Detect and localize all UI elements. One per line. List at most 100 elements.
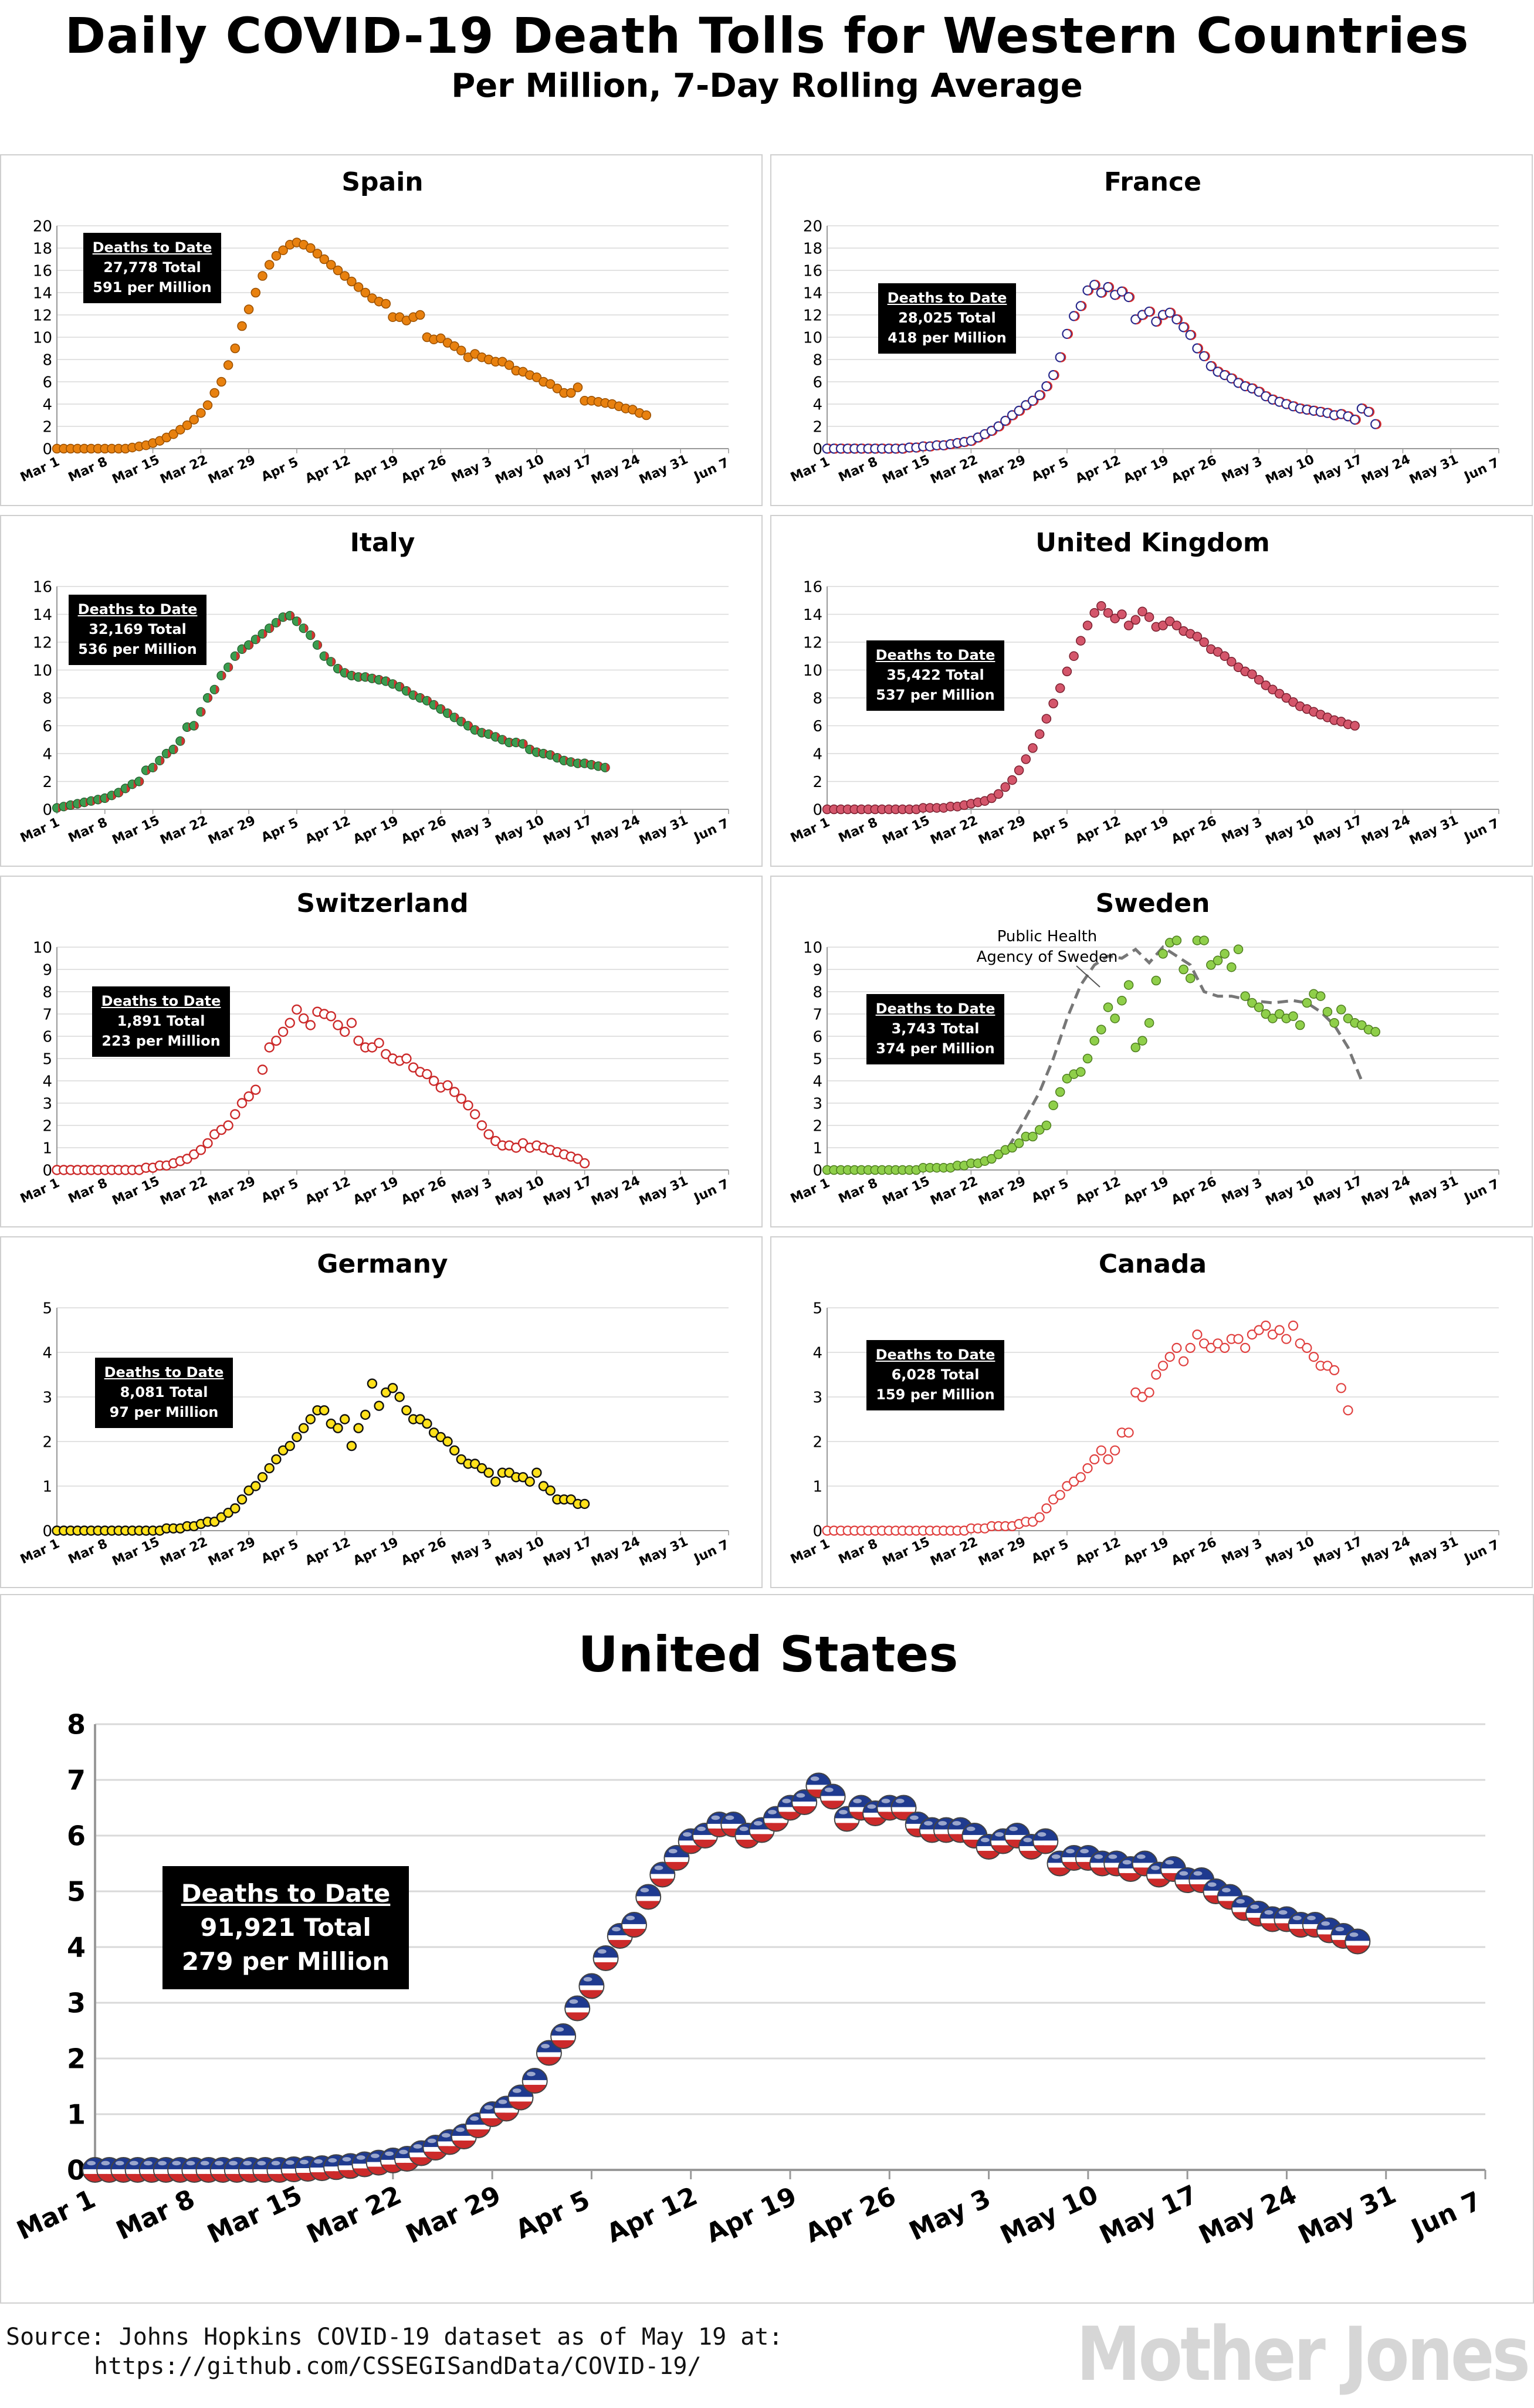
data-point — [573, 382, 583, 392]
y-tick-label: 3 — [67, 1988, 86, 2019]
data-point — [1103, 1002, 1113, 1012]
y-tick-label: 5 — [812, 1050, 822, 1068]
data-point — [1014, 1138, 1024, 1148]
data-point — [1302, 998, 1312, 1008]
data-point — [1089, 1454, 1100, 1464]
source-line-2[interactable]: https://github.com/CSSEGISandData/COVID-… — [94, 2353, 702, 2380]
x-tick-label: May 3 — [1220, 1175, 1265, 1207]
x-tick-label: Jun 7 — [1406, 2186, 1486, 2244]
data-point — [1227, 657, 1237, 667]
data-point — [1295, 1020, 1305, 1030]
data-point — [1349, 415, 1361, 425]
x-tick-label: May 24 — [589, 1534, 642, 1569]
data-point — [1185, 330, 1197, 340]
data-point — [1370, 419, 1381, 429]
data-point — [1048, 1494, 1059, 1505]
annotation-pointer — [1076, 965, 1100, 988]
x-tick-label: May 17 — [541, 813, 594, 848]
y-tick-label: 18 — [33, 240, 52, 257]
y-tick-label: 0 — [812, 440, 822, 458]
x-tick-label: Mar 1 — [788, 1537, 832, 1567]
data-point — [579, 1498, 590, 1510]
data-point — [1233, 1334, 1244, 1344]
data-point — [1082, 620, 1093, 630]
data-point — [195, 1145, 206, 1155]
y-tick-label: 7 — [42, 1006, 52, 1023]
y-tick-label: 10 — [33, 939, 52, 957]
data-point — [1117, 995, 1127, 1006]
data-point — [306, 243, 316, 253]
data-point — [1185, 973, 1196, 983]
x-tick-label: May 3 — [1220, 454, 1265, 486]
data-point — [1206, 960, 1216, 970]
data-point — [216, 377, 226, 387]
data-point — [236, 1098, 248, 1108]
x-tick-label: Apr 26 — [399, 813, 449, 847]
data-point — [1137, 1392, 1148, 1402]
data-point — [1123, 292, 1135, 303]
data-point — [1247, 1330, 1258, 1340]
data-point — [456, 1093, 466, 1104]
y-tick-label: 6 — [42, 1028, 52, 1046]
y-tick-label: 8 — [812, 690, 822, 707]
data-point — [1028, 1131, 1038, 1142]
data-point — [1089, 1036, 1099, 1046]
data-point — [449, 1087, 460, 1097]
y-tick-label: 5 — [812, 1300, 822, 1317]
y-tick-label: 5 — [42, 1300, 52, 1317]
data-point — [449, 341, 459, 351]
x-tick-label: Mar 8 — [837, 815, 881, 846]
x-tick-label: May 10 — [1264, 1174, 1317, 1209]
data-point — [168, 744, 178, 754]
data-point — [1281, 1334, 1292, 1344]
deaths-to-date-box: Deaths to Date 6,028 Total 159 per Million — [866, 1340, 1004, 1410]
x-tick-label: May 17 — [1311, 452, 1364, 487]
y-tick-label: 8 — [67, 1709, 86, 1741]
data-point — [374, 1400, 384, 1411]
x-tick-label: Apr 26 — [399, 1174, 449, 1208]
data-point — [820, 1783, 846, 1810]
y-tick-label: 6 — [42, 718, 52, 735]
deaths-to-date-heading: Deaths to Date — [101, 993, 221, 1009]
data-point — [422, 1418, 432, 1429]
data-point — [1329, 1365, 1340, 1375]
y-tick-label: 1 — [67, 2099, 86, 2131]
data-point — [306, 630, 316, 640]
x-tick-label: May 31 — [637, 452, 690, 487]
x-tick-label: Apr 5 — [259, 455, 301, 485]
data-point — [1164, 307, 1176, 318]
data-point — [1028, 743, 1038, 753]
x-tick-label: Apr 12 — [303, 453, 353, 486]
data-point — [1096, 1445, 1106, 1456]
x-tick-label: May 24 — [589, 452, 642, 487]
data-point — [1021, 754, 1031, 764]
data-point — [442, 1436, 453, 1447]
x-tick-label: Apr 12 — [303, 1535, 353, 1568]
data-point — [299, 623, 309, 633]
data-point — [1055, 683, 1065, 693]
data-point — [1041, 714, 1052, 724]
data-point — [1034, 1512, 1045, 1522]
data-point — [258, 271, 267, 281]
data-point — [265, 623, 275, 633]
deaths-to-date-box: Deaths to Date 27,778 Total 591 per Millio… — [83, 233, 221, 303]
x-tick-label: May 3 — [1220, 1536, 1265, 1568]
data-point — [1137, 1036, 1147, 1046]
y-tick-label: 2 — [42, 774, 52, 791]
main-title: Daily COVID-19 Death Tolls for Western C… — [65, 7, 1469, 65]
data-point — [849, 443, 861, 454]
data-point — [1220, 1342, 1230, 1353]
y-tick-label: 4 — [812, 396, 822, 413]
data-point — [394, 1392, 405, 1402]
x-tick-label: Mar 22 — [158, 1174, 209, 1209]
x-tick-label: Apr 5 — [1030, 1176, 1071, 1206]
y-tick-label: 4 — [812, 1073, 822, 1090]
panel-canada: Canada 0 1 2 3 4 5 Mar 1 Mar 8 Mar 15 Mar 22 Mar 29… — [770, 1236, 1533, 1588]
data-point — [1336, 1383, 1346, 1393]
data-point — [649, 1861, 676, 1888]
data-point — [1247, 669, 1257, 679]
data-point — [209, 684, 219, 694]
x-tick-label: Apr 26 — [1169, 453, 1219, 486]
x-tick-label: Apr 19 — [351, 1535, 401, 1568]
